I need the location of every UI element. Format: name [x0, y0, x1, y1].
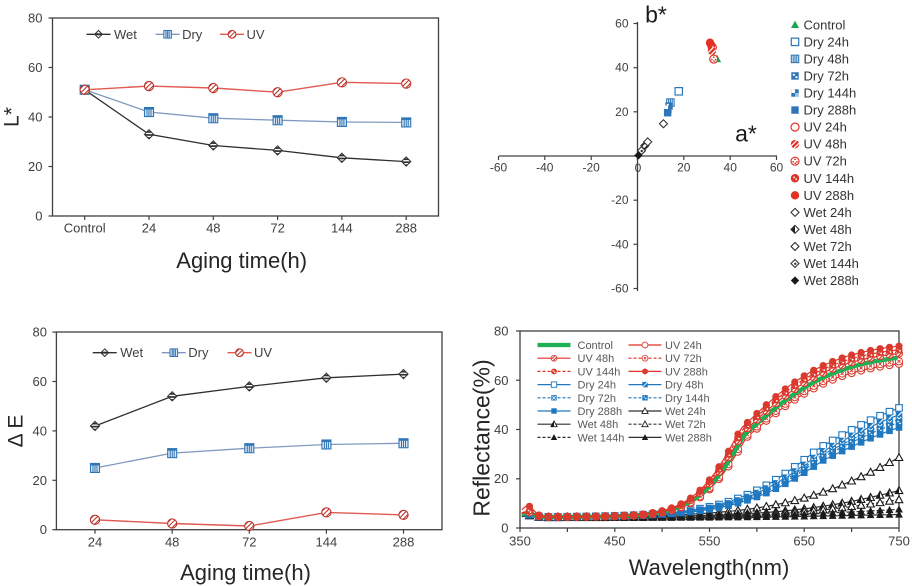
svg-text:Wet 24h: Wet 24h: [665, 406, 706, 418]
svg-text:Wet: Wet: [120, 345, 143, 360]
svg-text:0: 0: [40, 522, 47, 537]
svg-text:Dry: Dry: [182, 27, 203, 42]
svg-text:Dry 48h: Dry 48h: [665, 380, 704, 392]
svg-text:20: 20: [494, 471, 508, 486]
svg-text:24: 24: [88, 534, 102, 549]
svg-text:40: 40: [724, 161, 738, 175]
svg-text:Dry 24h: Dry 24h: [804, 34, 850, 49]
svg-text:UV 144h: UV 144h: [578, 366, 621, 378]
svg-text:UV 288h: UV 288h: [665, 366, 708, 378]
svg-text:0: 0: [35, 209, 42, 224]
svg-text:72: 72: [270, 221, 284, 236]
svg-text:40: 40: [494, 422, 508, 437]
svg-text:Dry 288h: Dry 288h: [578, 406, 623, 418]
svg-text:40: 40: [33, 423, 47, 438]
svg-text:UV: UV: [254, 345, 272, 360]
svg-text:UV 72h: UV 72h: [804, 154, 847, 169]
svg-text:60: 60: [28, 60, 42, 75]
svg-text:80: 80: [33, 325, 47, 340]
svg-text:-40: -40: [536, 161, 554, 175]
svg-text:24: 24: [142, 221, 156, 236]
svg-text:UV 48h: UV 48h: [804, 137, 847, 152]
svg-text:Control: Control: [578, 340, 613, 352]
svg-text:144: 144: [331, 221, 353, 236]
svg-text:-40: -40: [611, 237, 629, 251]
svg-text:0: 0: [635, 161, 642, 175]
svg-text:40: 40: [615, 61, 629, 75]
svg-text:a*: a*: [735, 121, 757, 147]
svg-text:UV 288h: UV 288h: [804, 188, 855, 203]
svg-text:0: 0: [501, 521, 508, 536]
svg-text:20: 20: [615, 105, 629, 119]
svg-text:-60: -60: [490, 161, 508, 175]
svg-text:UV: UV: [247, 27, 265, 42]
svg-text:UV 144h: UV 144h: [804, 171, 855, 186]
svg-text:750: 750: [888, 534, 910, 549]
svg-text:144: 144: [316, 534, 338, 549]
svg-text:80: 80: [28, 11, 42, 26]
svg-text:60: 60: [33, 374, 47, 389]
svg-text:Wet 24h: Wet 24h: [804, 205, 852, 220]
svg-text:72: 72: [242, 534, 256, 549]
svg-text:450: 450: [604, 534, 626, 549]
svg-text:-60: -60: [611, 282, 629, 296]
svg-text:350: 350: [509, 534, 531, 549]
svg-text:20: 20: [677, 161, 691, 175]
svg-text:60: 60: [494, 373, 508, 388]
svg-text:Control: Control: [804, 17, 846, 32]
svg-text:Wet 288h: Wet 288h: [665, 432, 712, 444]
svg-text:Aging time(h): Aging time(h): [176, 248, 307, 273]
svg-text:Dry 144h: Dry 144h: [804, 86, 857, 101]
svg-text:Wet: Wet: [114, 27, 137, 42]
svg-text:Reflectance(%): Reflectance(%): [469, 359, 495, 516]
svg-text:-20: -20: [583, 161, 601, 175]
svg-text:Δ E: Δ E: [5, 415, 28, 448]
svg-text:b*: b*: [645, 2, 667, 28]
svg-text:UV 72h: UV 72h: [665, 353, 702, 365]
svg-text:Wet 144h: Wet 144h: [578, 432, 625, 444]
svg-text:L*: L*: [1, 107, 24, 127]
svg-text:Dry 72h: Dry 72h: [578, 393, 617, 405]
svg-text:Dry 144h: Dry 144h: [665, 393, 710, 405]
svg-text:48: 48: [165, 534, 179, 549]
svg-text:UV 48h: UV 48h: [578, 353, 615, 365]
svg-text:UV 24h: UV 24h: [804, 120, 847, 135]
svg-text:60: 60: [615, 17, 629, 31]
svg-text:Wavelength(nm): Wavelength(nm): [629, 555, 790, 580]
svg-text:Wet 144h: Wet 144h: [804, 256, 859, 271]
svg-text:Dry: Dry: [188, 345, 209, 360]
svg-text:288: 288: [393, 534, 415, 549]
svg-text:UV 24h: UV 24h: [665, 340, 702, 352]
svg-text:40: 40: [28, 110, 42, 125]
svg-text:Dry 72h: Dry 72h: [804, 69, 850, 84]
svg-text:-20: -20: [611, 193, 629, 207]
svg-text:Control: Control: [64, 221, 106, 236]
svg-text:Dry 48h: Dry 48h: [804, 51, 850, 66]
svg-text:80: 80: [494, 324, 508, 339]
svg-text:288: 288: [395, 221, 417, 236]
svg-text:Wet 48h: Wet 48h: [804, 222, 852, 237]
svg-text:60: 60: [770, 161, 784, 175]
svg-text:48: 48: [206, 221, 220, 236]
svg-text:Wet 288h: Wet 288h: [804, 273, 859, 288]
svg-text:Dry 24h: Dry 24h: [578, 380, 617, 392]
svg-text:550: 550: [699, 534, 721, 549]
svg-text:20: 20: [28, 159, 42, 174]
svg-text:Wet 72h: Wet 72h: [665, 419, 706, 431]
svg-text:Wet 48h: Wet 48h: [578, 419, 619, 431]
svg-text:Dry 288h: Dry 288h: [804, 103, 857, 118]
svg-text:Aging time(h): Aging time(h): [180, 560, 311, 585]
svg-text:Wet 72h: Wet 72h: [804, 239, 852, 254]
svg-text:650: 650: [793, 534, 815, 549]
svg-text:20: 20: [33, 473, 47, 488]
